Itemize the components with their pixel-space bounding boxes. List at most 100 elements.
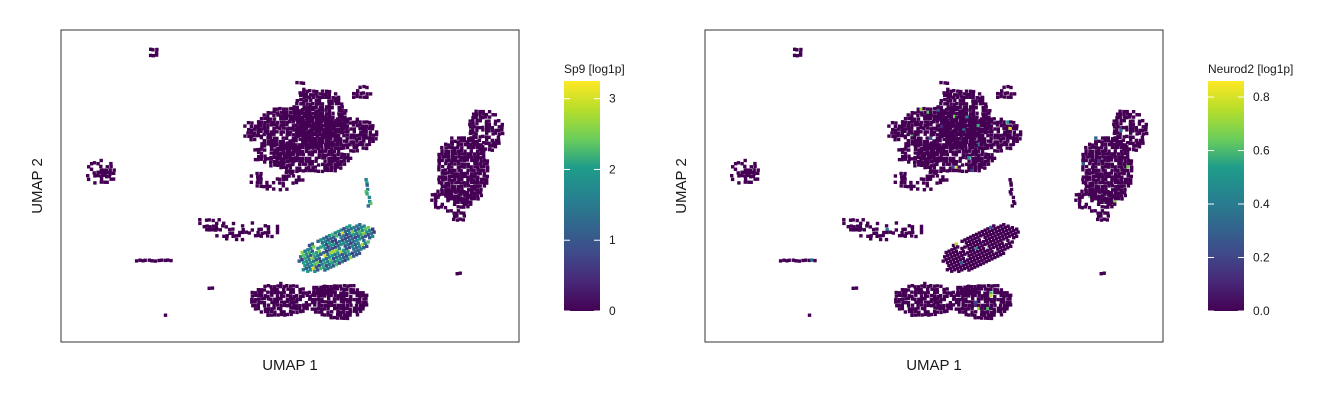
cell-hex [933, 141, 937, 146]
cell-hex [368, 139, 372, 143]
cell-hex [934, 171, 938, 175]
cell-hex [928, 165, 933, 170]
cell-hex [909, 116, 914, 121]
cell-hex [297, 175, 301, 179]
cell-hex [259, 127, 263, 131]
cell-hex [1123, 180, 1127, 185]
cell-hex [309, 114, 313, 119]
cell-hex [339, 304, 343, 308]
cell-hex [974, 152, 978, 157]
cell-hex [485, 131, 489, 135]
cell-hex [981, 128, 985, 132]
cell-hex [301, 149, 305, 154]
cell-hex [481, 134, 485, 139]
cell-hex [932, 154, 936, 159]
cell-hex [926, 120, 930, 124]
cell-hex [1116, 125, 1120, 129]
cell-hex [491, 132, 495, 136]
cell-hex [288, 150, 292, 154]
cell-hex [1117, 172, 1121, 176]
cell-hex [89, 167, 94, 171]
cell-hex [476, 197, 480, 201]
cell-hex [291, 124, 296, 128]
cell-hex [916, 126, 920, 131]
cell-hex [310, 150, 315, 154]
cell-hex [1131, 119, 1135, 123]
cell-hex [983, 257, 987, 261]
cell-hex [368, 199, 372, 204]
cell-hex [326, 245, 330, 249]
cell-hex [740, 162, 744, 166]
cell-hex [968, 264, 973, 268]
cell-hex [361, 301, 365, 305]
cell-hex [1119, 149, 1124, 154]
cell-hex [262, 113, 266, 117]
cell-hex [437, 175, 442, 179]
cell-hex [355, 143, 359, 147]
cell-hex [269, 130, 274, 134]
cell-hex [1090, 198, 1094, 203]
cell-hex [328, 124, 332, 128]
cell-hex [285, 120, 290, 125]
cell-hex [957, 262, 961, 266]
cell-hex [285, 160, 289, 164]
cell-hex [990, 228, 994, 232]
cell-hex [1103, 211, 1107, 215]
cell-hex [456, 161, 461, 166]
cell-hex [436, 195, 440, 199]
cell-hex [1103, 198, 1108, 203]
cell-hex [900, 157, 904, 162]
cell-hex [324, 133, 328, 138]
cell-hex [1129, 128, 1133, 132]
cell-hex [327, 152, 331, 157]
cell-hex [285, 156, 289, 160]
cell-hex [329, 287, 334, 291]
cell-hex [911, 297, 915, 301]
cell-hex [450, 178, 455, 182]
cell-hex [474, 142, 478, 146]
cell-hex [340, 112, 344, 116]
cell-hex [356, 234, 360, 238]
cell-hex [476, 168, 480, 172]
cell-hex [163, 313, 168, 317]
cell-hex [301, 260, 306, 265]
cell-hex [987, 155, 991, 160]
cell-hex [324, 112, 329, 116]
cell-hex [903, 227, 907, 231]
cell-hex [365, 192, 369, 196]
cell-hex [478, 171, 482, 176]
cell-hex [317, 297, 321, 301]
cell-hex [952, 140, 957, 145]
cell-hex [336, 146, 340, 150]
cell-hex [964, 89, 969, 93]
cell-hex [944, 143, 949, 147]
cell-hex [444, 149, 448, 154]
cell-hex [471, 144, 475, 149]
cell-hex [936, 294, 940, 299]
cell-hex [881, 233, 885, 238]
cell-hex [333, 290, 337, 295]
cell-hex [902, 174, 907, 178]
cell-hex [482, 184, 487, 188]
cell-hex [1002, 223, 1006, 227]
cell-hex [926, 110, 930, 114]
cell-hex [999, 133, 1003, 138]
cell-hex [291, 153, 295, 157]
cell-hex [980, 160, 984, 164]
cell-hex [349, 127, 353, 131]
cell-hex [289, 141, 293, 146]
cell-hex [942, 307, 946, 311]
cell-hex [1005, 307, 1009, 311]
cell-hex [1081, 180, 1086, 185]
cell-hex [1100, 180, 1104, 185]
cell-hex [992, 142, 996, 147]
cell-hex [1109, 140, 1114, 144]
cell-hex [1115, 116, 1119, 120]
cell-hex [374, 130, 379, 134]
cell-hex [275, 177, 280, 181]
cell-hex [990, 153, 994, 157]
cell-hex [288, 157, 292, 161]
cell-hex [250, 290, 254, 295]
cell-hex [207, 218, 211, 222]
cell-hex [337, 108, 341, 113]
